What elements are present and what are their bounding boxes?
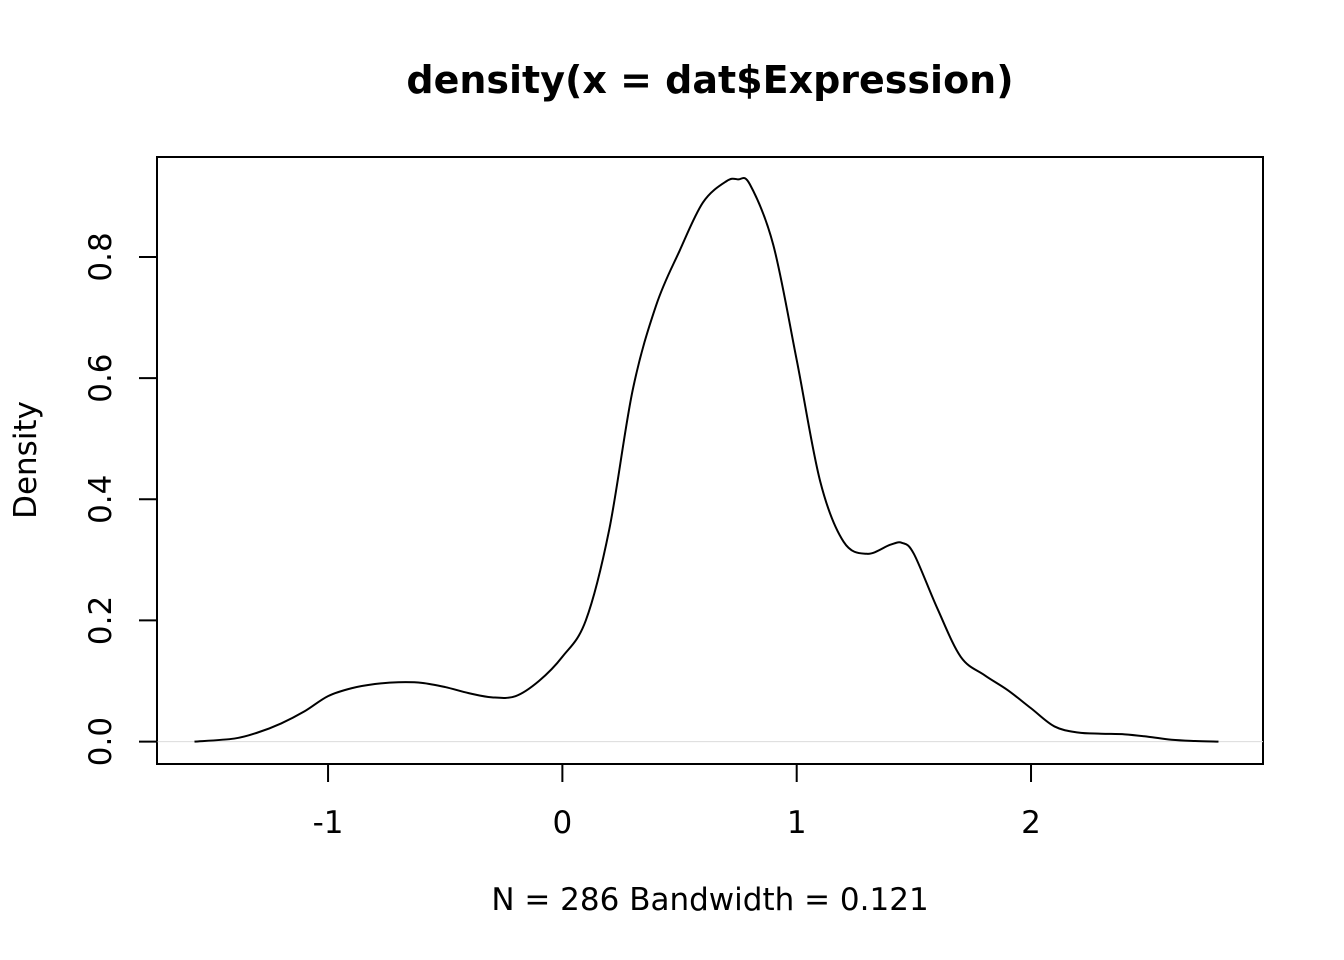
plot-frame [156,156,1264,765]
x-axis-label: N = 286 Bandwidth = 0.121 [491,882,928,918]
y-axis-label: Density [8,401,44,519]
y-axis: 0.0 0.2 0.4 0.6 0.8 [83,232,158,766]
y-tick-label: 0.6 [83,353,119,402]
y-tick-label: 0.8 [83,232,119,281]
x-tick-label: 1 [787,805,807,841]
y-tick-label: 0.2 [83,596,119,645]
x-tick-label: -1 [313,805,344,841]
y-tick-label: 0.0 [83,717,119,766]
x-tick-label: 0 [553,805,573,841]
x-tick-label: 2 [1021,805,1041,841]
y-tick-label: 0.4 [83,475,119,524]
density-curve [194,176,1219,743]
series-layer [194,176,1219,743]
chart-title: density(x = dat$Expression) [406,58,1013,102]
x-axis: -1 0 1 2 [313,763,1041,841]
